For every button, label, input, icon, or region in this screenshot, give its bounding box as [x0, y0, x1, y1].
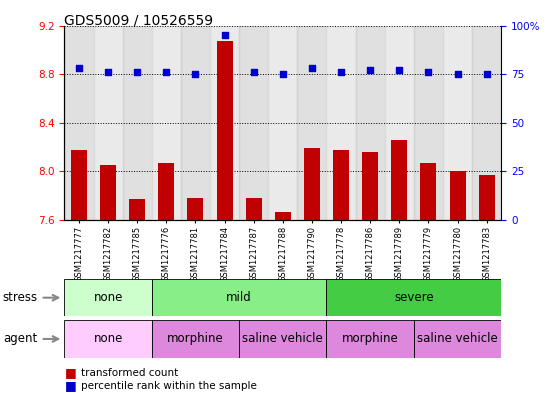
Text: transformed count: transformed count [81, 367, 179, 378]
Bar [181, 26, 210, 220]
Bar [94, 26, 123, 220]
Bar [129, 199, 145, 220]
Point [337, 69, 346, 75]
Point [307, 65, 316, 72]
Text: saline vehicle: saline vehicle [242, 332, 323, 345]
Point [74, 65, 83, 72]
Point [191, 71, 200, 77]
Bar [217, 41, 232, 220]
Text: agent: agent [3, 332, 37, 345]
Text: saline vehicle: saline vehicle [417, 332, 498, 345]
Point [162, 69, 171, 75]
Point [482, 71, 491, 77]
Bar [304, 148, 320, 220]
Bar [443, 26, 472, 220]
Bar [188, 198, 203, 220]
Bar [152, 320, 239, 358]
Bar [326, 320, 414, 358]
Point [453, 71, 462, 77]
Bar [414, 26, 443, 220]
Text: percentile rank within the sample: percentile rank within the sample [81, 381, 257, 391]
Bar [414, 320, 501, 358]
Text: morphine: morphine [342, 332, 399, 345]
Bar [123, 26, 152, 220]
Bar [64, 320, 152, 358]
Bar [152, 26, 181, 220]
Text: ■: ■ [64, 366, 76, 379]
Bar [479, 175, 494, 220]
Text: none: none [94, 291, 123, 304]
Point [220, 32, 229, 39]
Text: stress: stress [3, 291, 38, 304]
Bar [326, 26, 356, 220]
Bar [297, 26, 326, 220]
Text: ■: ■ [64, 379, 76, 393]
Bar [333, 150, 349, 220]
Bar [391, 140, 407, 220]
Bar [210, 26, 239, 220]
Bar [356, 26, 385, 220]
Bar [326, 279, 501, 316]
Bar [239, 320, 326, 358]
Point [104, 69, 113, 75]
Bar [239, 26, 268, 220]
Bar [472, 26, 501, 220]
Bar [275, 211, 291, 220]
Text: GDS5009 / 10526559: GDS5009 / 10526559 [64, 14, 213, 28]
Text: mild: mild [226, 291, 252, 304]
Bar [362, 152, 378, 220]
Bar [268, 26, 297, 220]
Bar [64, 26, 94, 220]
Point [133, 69, 142, 75]
Bar [421, 163, 436, 220]
Bar [152, 279, 326, 316]
Bar [385, 26, 414, 220]
Point [424, 69, 433, 75]
Point [395, 67, 404, 73]
Text: severe: severe [394, 291, 433, 304]
Bar [450, 171, 465, 220]
Point [366, 67, 375, 73]
Text: none: none [94, 332, 123, 345]
Bar [71, 150, 87, 220]
Point [249, 69, 258, 75]
Bar [246, 198, 262, 220]
Bar [158, 163, 174, 220]
Bar [100, 165, 116, 220]
Point [278, 71, 287, 77]
Text: morphine: morphine [167, 332, 224, 345]
Bar [64, 279, 152, 316]
